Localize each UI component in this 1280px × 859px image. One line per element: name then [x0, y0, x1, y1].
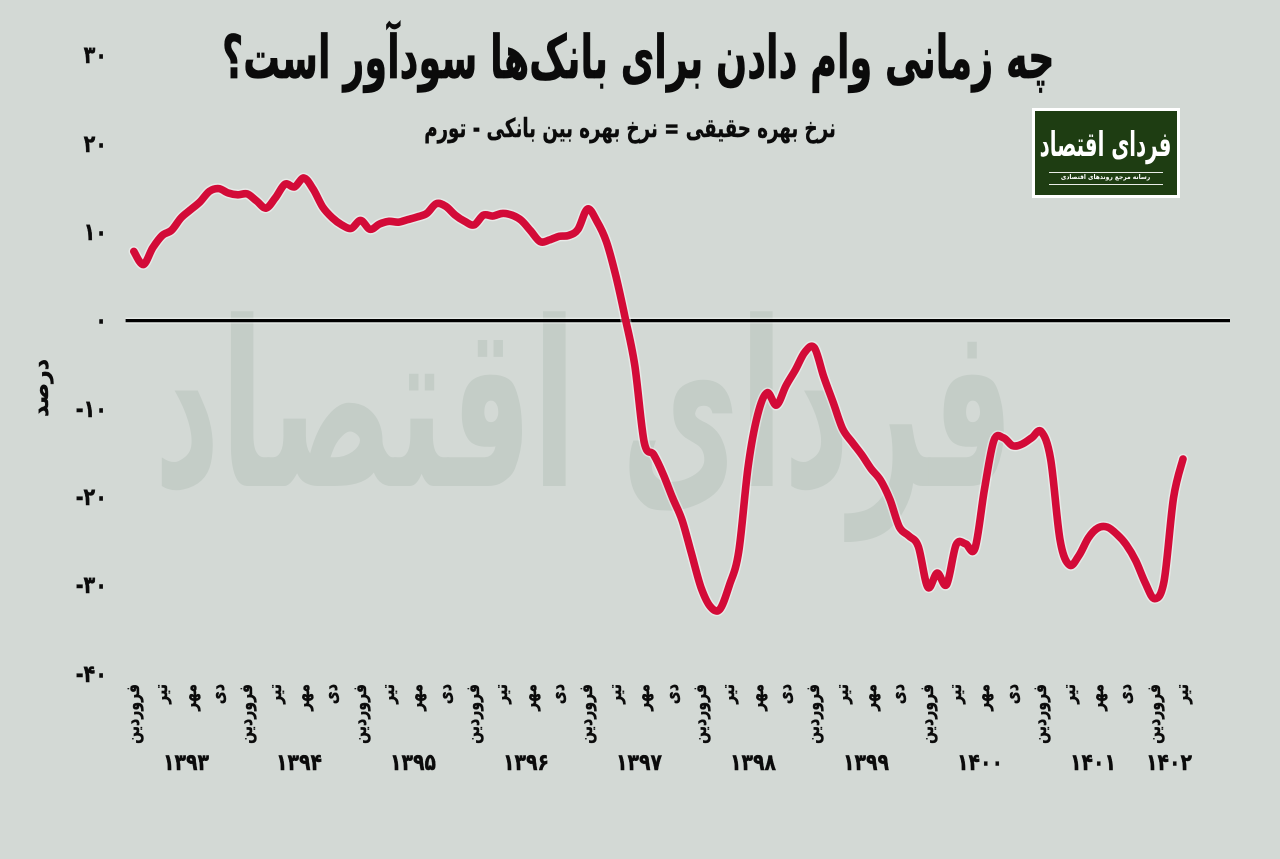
- y-tick-label: -۴۰: [75, 659, 107, 688]
- brand-logo: فردای اقتصاد رسانه مرجع روندهای اقتصادی: [1032, 108, 1180, 198]
- brand-watermark: فردای اقتصاد: [153, 274, 1014, 541]
- chart-subtitle: نرخ بهره حقیقی = نرخ بهره بین بانکی - تو…: [424, 114, 836, 144]
- x-year-label: ۱۳۹۴: [276, 750, 323, 776]
- y-tick-label: -۱۰: [75, 394, 107, 423]
- x-year-label: ۱۴۰۰: [956, 750, 1003, 776]
- y-tick-label: ۲۰: [83, 129, 107, 158]
- x-year-label: ۱۳۹۳: [162, 750, 209, 776]
- x-year-label: ۱۳۹۸: [729, 750, 776, 776]
- y-tick-label: ۱۰: [83, 217, 107, 246]
- chart-title: چه زمانی وام دادن برای بانک‌ها سودآور اس…: [222, 23, 1055, 94]
- brand-logo-name: فردای اقتصاد: [1040, 125, 1172, 165]
- x-year-label: ۱۳۹۷: [616, 750, 663, 776]
- x-year-label: ۱۴۰۱: [1070, 750, 1117, 776]
- x-year-label: ۱۴۰۲: [1145, 750, 1192, 776]
- y-tick-label: -۲۰: [75, 483, 107, 512]
- real-interest-rate-line: [130, 174, 1187, 615]
- y-tick-label: -۳۰: [75, 571, 107, 600]
- brand-logo-rule-top: [1049, 171, 1163, 173]
- brand-logo-tagline: رسانه مرجع روندهای اقتصادی: [1061, 172, 1151, 181]
- x-year-label: ۱۳۹۶: [503, 750, 550, 776]
- brand-logo-rule-bottom: [1049, 184, 1163, 186]
- x-year-label: ۱۳۹۹: [843, 750, 890, 776]
- y-tick-label: ۰: [95, 306, 107, 335]
- x-year-label: ۱۳۹۵: [389, 750, 436, 776]
- y-tick-label: ۳۰: [83, 41, 107, 70]
- real-interest-rate-line-halo: [128, 172, 1189, 617]
